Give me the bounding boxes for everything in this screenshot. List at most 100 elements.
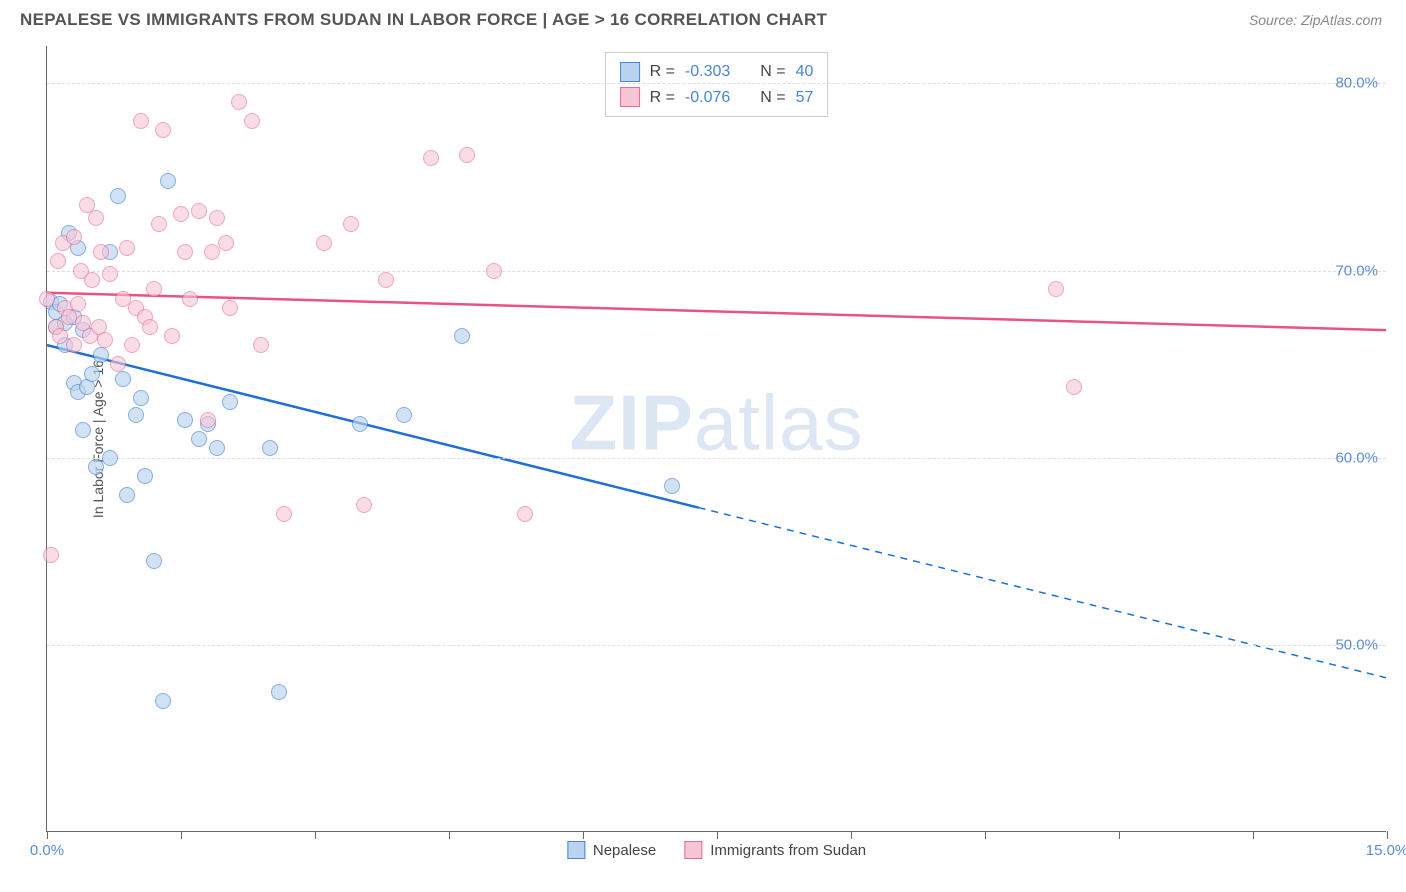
- data-point: [146, 281, 162, 297]
- watermark-bold: ZIP: [569, 378, 693, 466]
- watermark: ZIPatlas: [569, 377, 863, 468]
- data-point: [356, 497, 372, 513]
- data-point: [378, 272, 394, 288]
- data-point: [119, 240, 135, 256]
- stat-label-r: R =: [650, 59, 675, 85]
- stats-legend: R =-0.303N =40R =-0.076N =57: [605, 52, 829, 117]
- x-tick: [1253, 831, 1254, 839]
- data-point: [191, 431, 207, 447]
- data-point: [102, 266, 118, 282]
- x-tick-label: 15.0%: [1366, 842, 1406, 859]
- data-point: [110, 356, 126, 372]
- gridline: [47, 645, 1386, 646]
- data-point: [39, 291, 55, 307]
- trend-line-dashed: [699, 508, 1386, 678]
- trend-lines-svg: [47, 46, 1386, 831]
- data-point: [316, 235, 332, 251]
- y-tick-label: 50.0%: [1335, 636, 1378, 653]
- data-point: [97, 332, 113, 348]
- watermark-rest: atlas: [694, 378, 864, 466]
- legend-swatch: [620, 62, 640, 82]
- data-point: [93, 244, 109, 260]
- plot-area: In Labor Force | Age > 16 ZIPatlas R =-0…: [46, 46, 1386, 832]
- data-point: [88, 210, 104, 226]
- data-point: [66, 229, 82, 245]
- x-tick: [181, 831, 182, 839]
- data-point: [218, 235, 234, 251]
- data-point: [115, 371, 131, 387]
- legend-label: Immigrants from Sudan: [710, 842, 866, 859]
- data-point: [231, 94, 247, 110]
- data-point: [1066, 379, 1082, 395]
- stat-value-r: -0.303: [685, 59, 730, 85]
- x-tick: [315, 831, 316, 839]
- y-tick-label: 60.0%: [1335, 449, 1378, 466]
- data-point: [1048, 281, 1064, 297]
- data-point: [133, 390, 149, 406]
- data-point: [182, 291, 198, 307]
- data-point: [93, 347, 109, 363]
- data-point: [119, 487, 135, 503]
- x-tick: [583, 831, 584, 839]
- trend-line-solid: [47, 293, 1386, 330]
- data-point: [155, 693, 171, 709]
- legend-item: Immigrants from Sudan: [684, 841, 866, 859]
- data-point: [191, 203, 207, 219]
- data-point: [222, 300, 238, 316]
- data-point: [343, 216, 359, 232]
- stats-row: R =-0.076N =57: [620, 85, 814, 111]
- data-point: [151, 216, 167, 232]
- data-point: [124, 337, 140, 353]
- stat-value-n: 40: [796, 59, 814, 85]
- gridline: [47, 83, 1386, 84]
- chart-source: Source: ZipAtlas.com: [1249, 12, 1382, 28]
- chart-header: NEPALESE VS IMMIGRANTS FROM SUDAN IN LAB…: [0, 0, 1406, 38]
- data-point: [110, 188, 126, 204]
- stats-row: R =-0.303N =40: [620, 59, 814, 85]
- legend-label: Nepalese: [593, 842, 656, 859]
- legend-swatch: [567, 841, 585, 859]
- data-point: [50, 253, 66, 269]
- data-point: [244, 113, 260, 129]
- data-point: [253, 337, 269, 353]
- x-tick-label: 0.0%: [30, 842, 64, 859]
- gridline: [47, 458, 1386, 459]
- data-point: [155, 122, 171, 138]
- data-point: [271, 684, 287, 700]
- data-point: [423, 150, 439, 166]
- data-point: [137, 468, 153, 484]
- y-tick-label: 80.0%: [1335, 75, 1378, 92]
- data-point: [454, 328, 470, 344]
- legend-item: Nepalese: [567, 841, 656, 859]
- x-tick: [1387, 831, 1388, 839]
- data-point: [486, 263, 502, 279]
- stat-value-r: -0.076: [685, 85, 730, 111]
- data-point: [517, 506, 533, 522]
- data-point: [664, 478, 680, 494]
- data-point: [352, 416, 368, 432]
- data-point: [160, 173, 176, 189]
- legend-swatch: [620, 87, 640, 107]
- data-point: [209, 440, 225, 456]
- stat-value-n: 57: [796, 85, 814, 111]
- data-point: [222, 394, 238, 410]
- data-point: [173, 206, 189, 222]
- stat-label-r: R =: [650, 85, 675, 111]
- x-tick: [47, 831, 48, 839]
- data-point: [459, 147, 475, 163]
- gridline: [47, 271, 1386, 272]
- data-point: [84, 272, 100, 288]
- x-tick: [717, 831, 718, 839]
- data-point: [66, 337, 82, 353]
- data-point: [128, 407, 144, 423]
- data-point: [75, 422, 91, 438]
- data-point: [43, 547, 59, 563]
- data-point: [177, 244, 193, 260]
- data-point: [200, 412, 216, 428]
- y-tick-label: 70.0%: [1335, 262, 1378, 279]
- x-tick: [449, 831, 450, 839]
- data-point: [164, 328, 180, 344]
- data-point: [102, 450, 118, 466]
- data-point: [209, 210, 225, 226]
- data-point: [177, 412, 193, 428]
